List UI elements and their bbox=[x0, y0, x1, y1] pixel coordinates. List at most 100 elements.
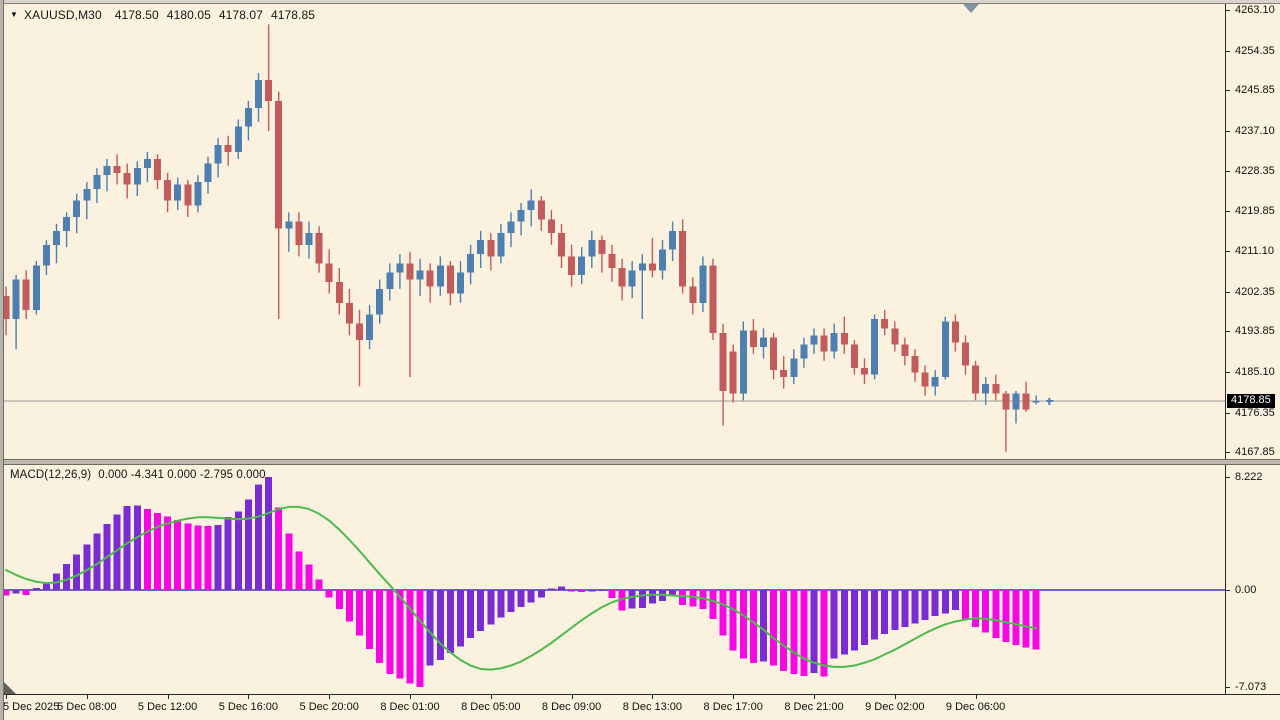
candle bbox=[315, 233, 323, 264]
macd-histogram-bar bbox=[780, 590, 788, 672]
candle bbox=[113, 165, 121, 173]
candle bbox=[416, 270, 424, 280]
candle bbox=[941, 321, 949, 378]
macd-histogram-bar bbox=[527, 590, 535, 603]
time-axis-label: 9 Dec 02:00 bbox=[865, 701, 925, 713]
price-axis-tick bbox=[1226, 90, 1230, 92]
candle bbox=[780, 370, 788, 378]
macd-histogram-bar bbox=[1032, 590, 1040, 650]
candle bbox=[699, 265, 707, 303]
candle bbox=[547, 219, 555, 234]
ohlc-high-value: 4180.05 bbox=[166, 8, 211, 22]
candle bbox=[659, 249, 666, 271]
macd-axis-tick bbox=[1226, 687, 1230, 689]
candle bbox=[729, 351, 737, 394]
macd-histogram-bar bbox=[3, 590, 10, 596]
candle bbox=[12, 279, 20, 320]
chart-shift-marker-icon[interactable] bbox=[963, 4, 979, 13]
macd-histogram-bar bbox=[143, 508, 151, 590]
macd-histogram-bar bbox=[244, 499, 252, 590]
candle bbox=[42, 244, 50, 266]
candle bbox=[275, 100, 283, 229]
candle bbox=[558, 233, 565, 257]
price-axis-label: 4202.35 bbox=[1235, 285, 1275, 298]
candle bbox=[790, 358, 798, 378]
candle bbox=[3, 295, 10, 320]
candle bbox=[285, 221, 293, 229]
time-axis-tick bbox=[975, 695, 977, 699]
macd-histogram-bar bbox=[941, 590, 949, 614]
macd-histogram-bar bbox=[760, 590, 767, 662]
window-left-edge bbox=[0, 0, 4, 720]
macd-chart-canvas[interactable] bbox=[3, 465, 1225, 694]
macd-histogram-bar bbox=[305, 564, 313, 590]
time-axis-label: 8 Dec 05:00 bbox=[461, 701, 521, 713]
candle bbox=[396, 263, 404, 273]
candle bbox=[457, 272, 464, 294]
macd-histogram-bar bbox=[214, 524, 222, 590]
price-axis-label: 4228.35 bbox=[1235, 165, 1275, 178]
macd-histogram-bar bbox=[1012, 590, 1020, 645]
macd-histogram-bar bbox=[295, 551, 303, 590]
macd-histogram-bar bbox=[931, 590, 939, 617]
bid-marker-icon bbox=[1048, 397, 1051, 405]
candle bbox=[446, 265, 454, 294]
price-axis-tick bbox=[1226, 251, 1230, 253]
candle bbox=[820, 335, 828, 352]
price-axis-label: 4185.10 bbox=[1235, 365, 1275, 378]
candle bbox=[770, 337, 778, 371]
price-axis-tick bbox=[1226, 50, 1230, 52]
price-axis-label: 4167.85 bbox=[1235, 445, 1275, 458]
ohlc-low-value: 4178.07 bbox=[218, 8, 263, 22]
candle bbox=[224, 145, 232, 152]
candle bbox=[901, 344, 909, 357]
candle bbox=[840, 332, 848, 345]
macd-histogram-bar bbox=[578, 590, 586, 593]
time-axis-tick bbox=[167, 695, 169, 699]
time-axis-label: 8 Dec 13:00 bbox=[622, 701, 683, 713]
candle bbox=[123, 172, 131, 185]
pane-resize-handle[interactable] bbox=[3, 681, 16, 694]
macd-histogram-bar bbox=[608, 590, 616, 599]
price-chart-pane[interactable]: ▼ XAUUSD,M30 4178.50 4180.05 4178.07 4178.85 bbox=[3, 3, 1225, 460]
candle bbox=[53, 230, 60, 245]
time-axis[interactable]: 5 Dec 2025 5 Dec 08:00 5 Dec 12:00 5 Dec 16… bbox=[0, 694, 1280, 720]
candle bbox=[517, 210, 525, 222]
candle bbox=[628, 270, 636, 287]
time-axis-label: 5 Dec 12:00 bbox=[137, 701, 198, 713]
candle bbox=[760, 337, 767, 347]
price-axis[interactable]: 4178.85 4263.10 4254.35 4245.85 4237.10 4228… bbox=[1225, 3, 1280, 694]
macd-histogram-bar bbox=[376, 590, 384, 663]
candle bbox=[669, 230, 677, 250]
macd-histogram-bar bbox=[709, 590, 717, 619]
window-top-edge bbox=[0, 0, 1280, 4]
candle bbox=[608, 254, 616, 269]
time-axis-tick bbox=[410, 695, 411, 699]
symbol-timeframe-label: XAUUSD,M30 bbox=[24, 8, 102, 22]
macd-indicator-pane[interactable]: MACD(12,26,9) 0.000 -4.341 0.000 -2.795 0… bbox=[3, 465, 1225, 694]
time-axis-tick bbox=[248, 695, 250, 699]
candle bbox=[972, 365, 980, 394]
candle bbox=[810, 335, 818, 345]
symbol-dropdown-icon[interactable]: ▼ bbox=[10, 10, 19, 19]
macd-histogram-bar bbox=[12, 590, 20, 594]
time-axis-label: 8 Dec 09:00 bbox=[541, 701, 602, 713]
macd-histogram-bar bbox=[32, 587, 40, 590]
price-chart-canvas[interactable] bbox=[3, 3, 1225, 460]
candle bbox=[921, 372, 929, 387]
time-axis-tick bbox=[86, 695, 88, 699]
time-axis-label: 8 Dec 01:00 bbox=[380, 701, 440, 713]
macd-axis-label: 8.222 bbox=[1235, 471, 1263, 484]
macd-histogram-bar bbox=[174, 519, 182, 590]
macd-histogram-bar bbox=[93, 533, 101, 590]
time-axis-tick bbox=[6, 695, 7, 699]
macd-histogram-bar bbox=[669, 590, 677, 596]
candle bbox=[73, 200, 81, 217]
candle bbox=[386, 272, 394, 289]
candle bbox=[891, 328, 899, 345]
candle bbox=[335, 281, 343, 303]
pane-separator[interactable] bbox=[0, 459, 1280, 465]
candle bbox=[497, 233, 505, 257]
macd-histogram-bar bbox=[436, 590, 444, 661]
